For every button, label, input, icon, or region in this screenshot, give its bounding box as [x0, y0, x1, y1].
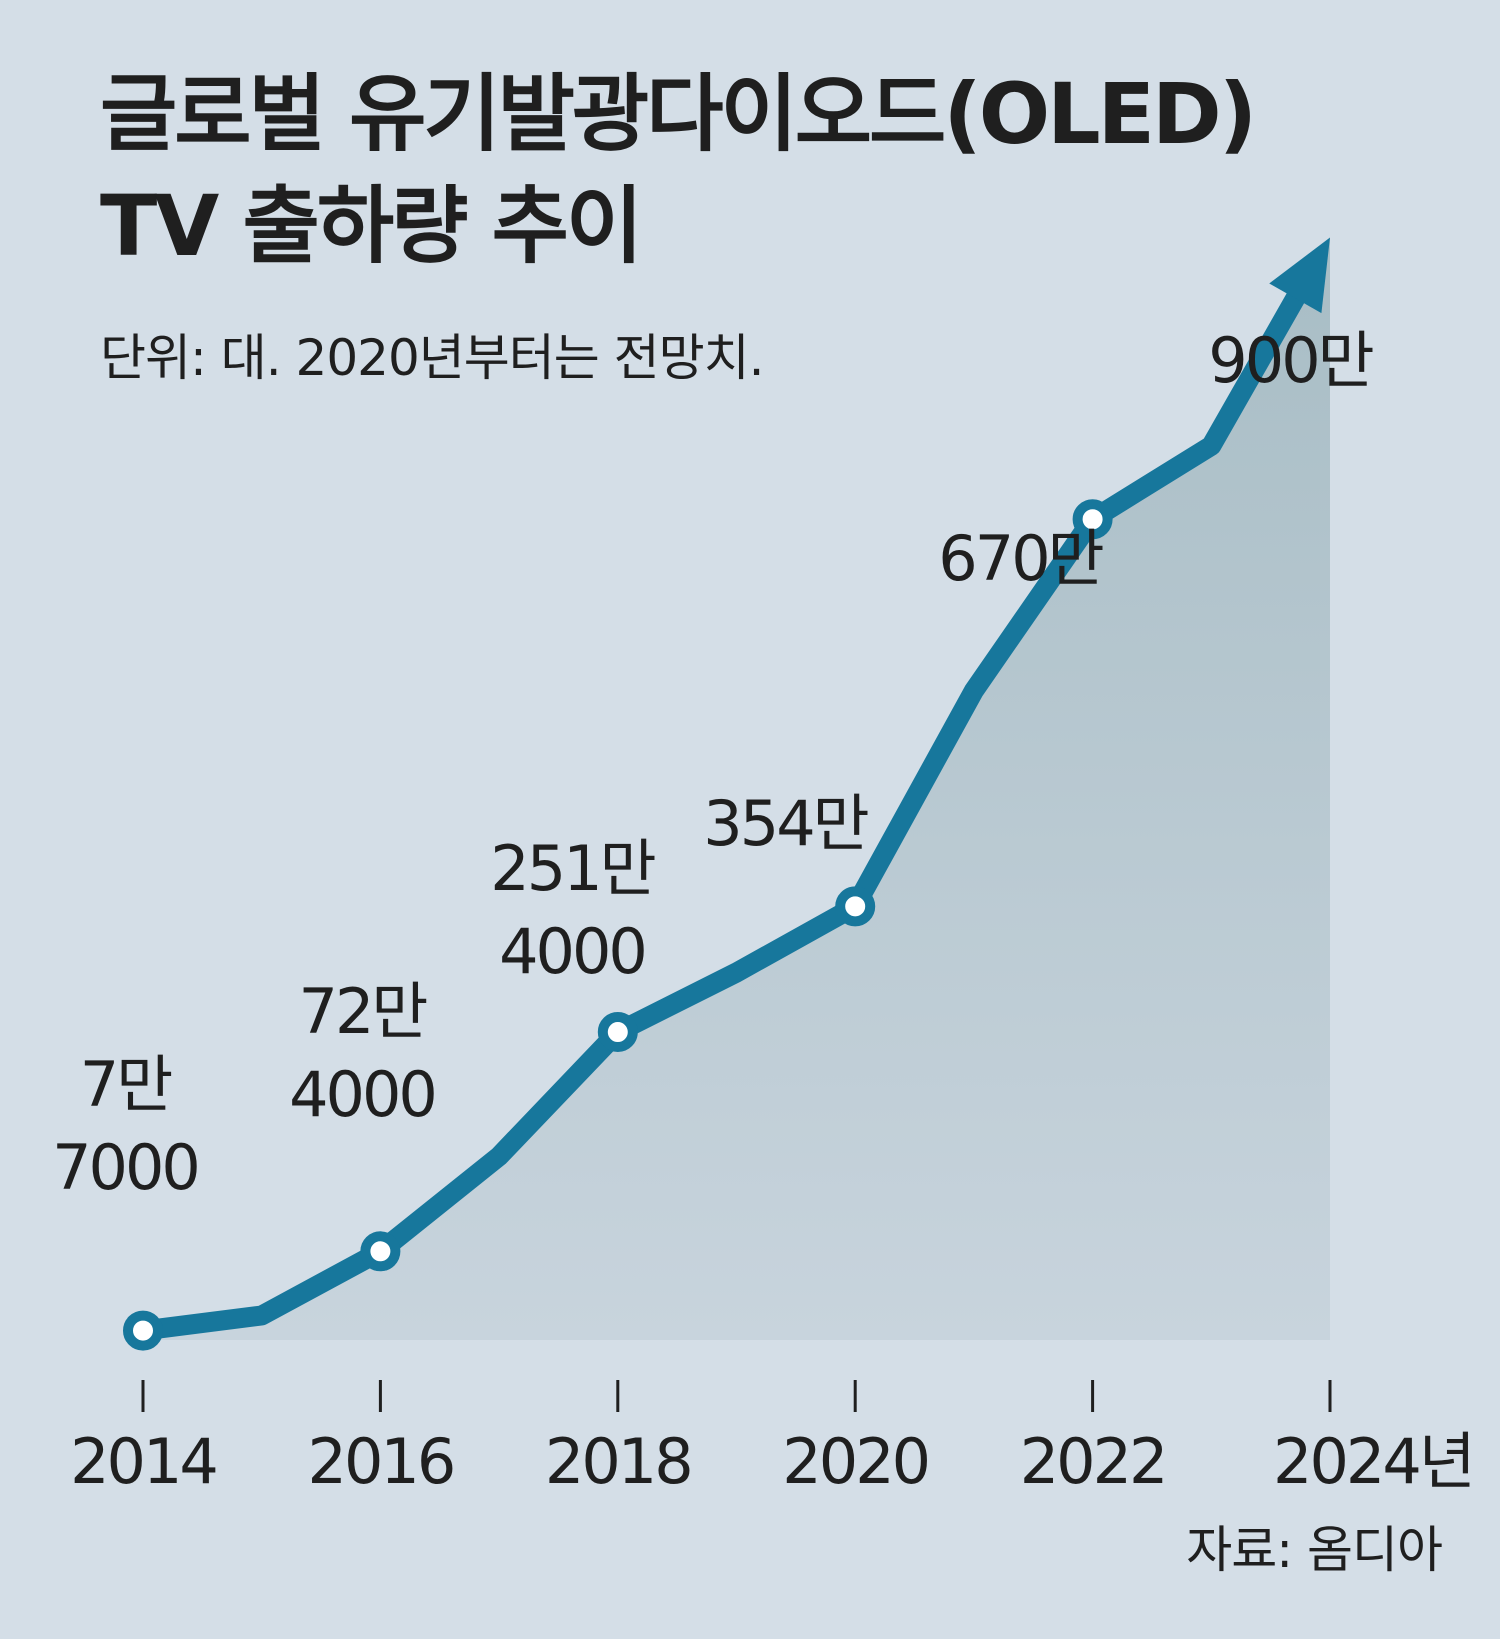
- data-label-2024: 900만: [1208, 324, 1372, 397]
- arrowhead: [1269, 237, 1330, 314]
- data-label-2016: 72만 4000: [289, 975, 435, 1131]
- unit-note: 단위: 대. 2020년부터는 전망치.: [100, 329, 765, 387]
- data-label-2014: 7만 7000: [52, 1048, 198, 1204]
- title-line-2: TV 출하량 추이: [100, 177, 643, 275]
- data-label-2020: 354만: [703, 787, 867, 860]
- data-point-2020: [835, 886, 876, 927]
- data-point-2016: [360, 1231, 401, 1272]
- x-tick-label-2020: 2020: [782, 1425, 928, 1498]
- data-point-2018: [597, 1012, 638, 1053]
- data-point-2014: [123, 1310, 163, 1351]
- x-tick-label-2018: 2018: [545, 1425, 691, 1498]
- area-fill: [143, 237, 1330, 1340]
- x-tick-label-2022: 2022: [1020, 1425, 1166, 1498]
- x-tick-label-2016: 2016: [308, 1425, 454, 1498]
- x-tick-label-2024: 2024년: [1273, 1425, 1473, 1498]
- data-point-2022: [1072, 499, 1113, 540]
- chart-title: 글로벌 유기발광다이오드(OLED) TV 출하량 추이: [100, 58, 1257, 282]
- series-line: [133, 281, 1310, 1341]
- data-label-2018: 251만 4000: [490, 832, 654, 988]
- x-tick-label-2014: 2014: [70, 1425, 216, 1498]
- source-credit: 자료: 옴디아: [1186, 1521, 1443, 1579]
- data-label-2022: 670만: [938, 522, 1102, 595]
- title-line-1: 글로벌 유기발광다이오드(OLED): [100, 65, 1257, 163]
